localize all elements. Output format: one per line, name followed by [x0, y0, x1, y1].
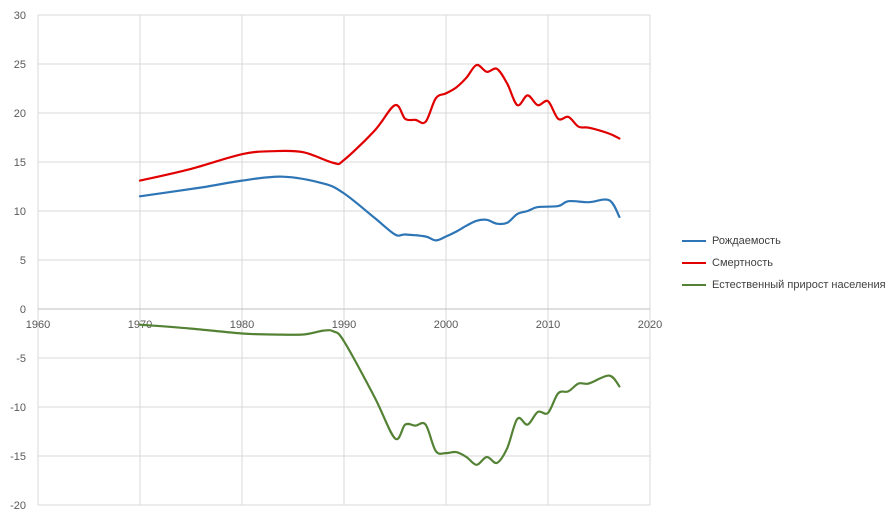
y-tick-label: -5 [16, 353, 26, 365]
series-line-birth-rate [138, 175, 621, 242]
x-tick-label: 2020 [638, 319, 662, 331]
x-tick-label: 1960 [26, 319, 50, 331]
series-line-natural-growth [138, 323, 621, 466]
x-tick-label: 1990 [332, 319, 356, 331]
legend-swatch-natural-growth [682, 284, 706, 286]
legend-label-natural-growth: Естественный прирост населения [712, 279, 886, 291]
legend-label-death-rate: Смертность [712, 257, 773, 269]
x-tick-label: 2000 [434, 319, 458, 331]
x-tick-label: 1980 [230, 319, 254, 331]
y-tick-label: 25 [14, 59, 26, 71]
legend-swatch-death-rate [682, 262, 706, 264]
y-tick-label: -15 [10, 451, 26, 463]
x-tick-label: 2010 [536, 319, 560, 331]
legend-label-birth-rate: Рождаемость [712, 235, 781, 247]
y-tick-label: 0 [20, 304, 26, 316]
y-tick-label: -10 [10, 402, 26, 414]
y-tick-label: 30 [14, 10, 26, 22]
y-tick-label: 15 [14, 157, 26, 169]
series-lines [138, 63, 621, 466]
y-tick-label: 5 [20, 255, 26, 267]
legend-item-death-rate: Смертность [682, 252, 886, 274]
y-tick-label: -20 [10, 500, 26, 512]
legend-item-birth-rate: Рождаемость [682, 230, 886, 252]
grid [37, 14, 651, 506]
y-tick-label: 10 [14, 206, 26, 218]
y-tick-label: 20 [14, 108, 26, 120]
legend: Рождаемость Смертность Естественный прир… [682, 230, 886, 296]
legend-swatch-birth-rate [682, 240, 706, 242]
series-line-death-rate [138, 63, 621, 182]
legend-item-natural-growth: Естественный прирост населения [682, 274, 886, 296]
